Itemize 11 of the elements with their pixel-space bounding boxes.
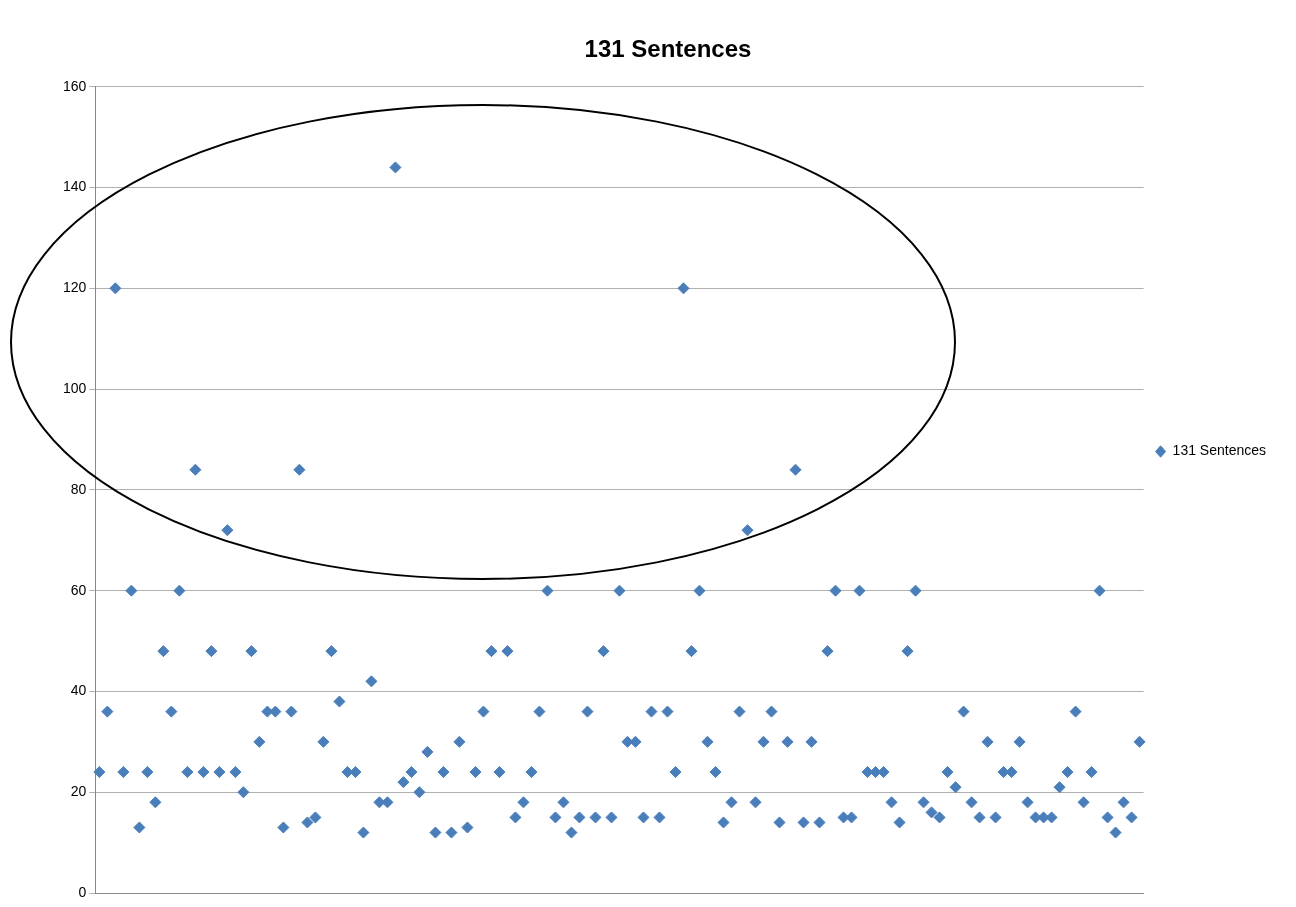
y-tick-label: 40 [70,682,87,699]
y-tick-label: 120 [63,279,87,296]
y-tick-label: 140 [63,178,87,195]
y-tick-label: 20 [70,783,87,800]
y-tick-label: 160 [63,77,87,94]
legend-label: 131 Sentences [1172,442,1266,459]
y-tick-label: 100 [63,379,87,396]
y-tick-label: 0 [78,883,87,900]
chart-title: 131 Sentences [584,35,752,63]
y-tick-label: 80 [70,480,87,497]
y-tick-label: 60 [70,581,87,598]
